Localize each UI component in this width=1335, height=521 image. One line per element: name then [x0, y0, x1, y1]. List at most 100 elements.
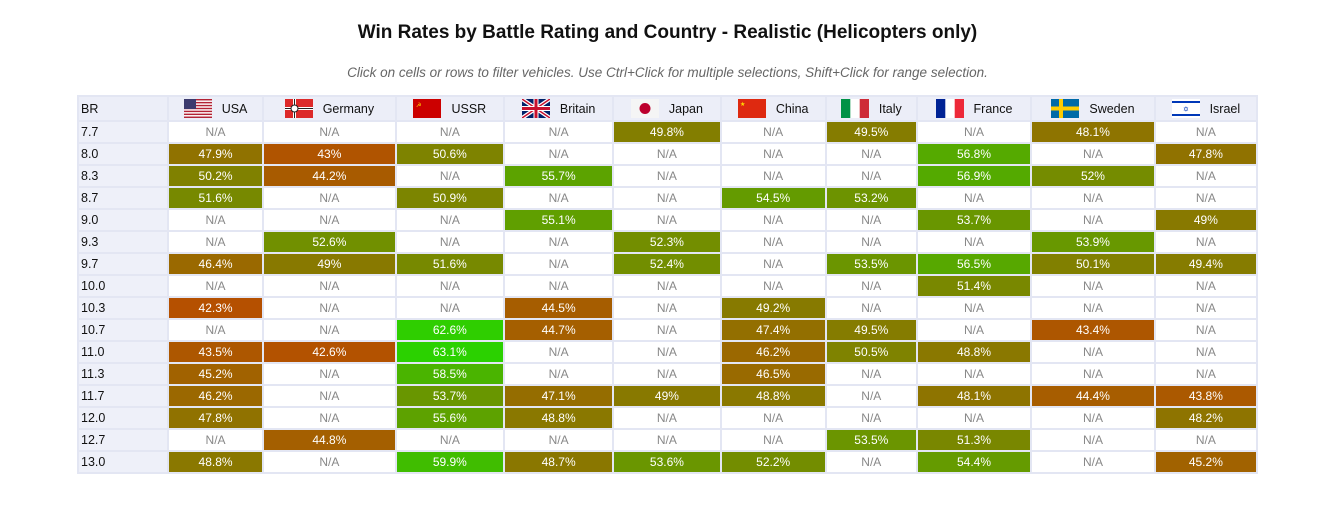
win-rate-cell[interactable]: 52.6%	[264, 232, 395, 252]
win-rate-cell[interactable]: 43.5%	[169, 342, 263, 362]
column-header-usa[interactable]: USA	[169, 97, 263, 120]
win-rate-cell[interactable]: 48.8%	[721, 386, 825, 406]
table-row[interactable]: 8.7 51.6% N/A 50.9% N/A N/A 54.5% 53.2% N/A N/A N/…	[79, 188, 1256, 208]
win-rate-cell[interactable]: 43.8%	[1155, 386, 1256, 406]
win-rate-cell[interactable]: N/A	[1155, 298, 1256, 318]
win-rate-cell[interactable]: 50.9%	[396, 188, 503, 208]
win-rate-cell[interactable]: N/A	[1032, 452, 1154, 472]
br-cell[interactable]: 9.7	[79, 254, 167, 274]
win-rate-cell[interactable]: 53.6%	[614, 452, 720, 472]
br-cell[interactable]: 12.0	[79, 408, 167, 428]
win-rate-cell[interactable]: 63.1%	[396, 342, 503, 362]
win-rate-cell[interactable]: 50.6%	[396, 144, 503, 164]
table-row[interactable]: 8.0 47.9% 43% 50.6% N/A N/A N/A N/A 56.8% N/A 47.8…	[79, 144, 1256, 164]
win-rate-cell[interactable]: N/A	[169, 210, 263, 230]
win-rate-cell[interactable]: N/A	[826, 166, 916, 186]
win-rate-cell[interactable]: N/A	[504, 144, 613, 164]
win-rate-cell[interactable]: N/A	[614, 298, 720, 318]
win-rate-cell[interactable]: N/A	[264, 188, 395, 208]
br-cell[interactable]: 10.3	[79, 298, 167, 318]
win-rate-cell[interactable]: 48.1%	[1032, 122, 1154, 142]
win-rate-cell[interactable]: N/A	[1032, 364, 1154, 384]
br-cell[interactable]: 11.3	[79, 364, 167, 384]
table-row[interactable]: 11.7 46.2% N/A 53.7% 47.1% 49% 48.8% N/A 48.1% 44…	[79, 386, 1256, 406]
win-rate-cell[interactable]: N/A	[826, 144, 916, 164]
win-rate-cell[interactable]: 62.6%	[396, 320, 503, 340]
win-rate-cell[interactable]: N/A	[1032, 276, 1154, 296]
win-rate-cell[interactable]: N/A	[396, 276, 503, 296]
win-rate-cell[interactable]: N/A	[264, 364, 395, 384]
win-rate-cell[interactable]: N/A	[614, 342, 720, 362]
win-rate-cell[interactable]: 52.3%	[614, 232, 720, 252]
win-rate-cell[interactable]: 55.1%	[504, 210, 613, 230]
win-rate-cell[interactable]: N/A	[1155, 232, 1256, 252]
column-header-china[interactable]: ★ China	[721, 97, 825, 120]
win-rate-cell[interactable]: N/A	[917, 188, 1031, 208]
win-rate-cell[interactable]: 47.8%	[1155, 144, 1256, 164]
win-rate-cell[interactable]: 53.5%	[826, 254, 916, 274]
win-rate-cell[interactable]: N/A	[826, 276, 916, 296]
win-rate-cell[interactable]: N/A	[614, 188, 720, 208]
win-rate-cell[interactable]: N/A	[721, 166, 825, 186]
win-rate-cell[interactable]: N/A	[917, 408, 1031, 428]
win-rate-cell[interactable]: N/A	[264, 298, 395, 318]
win-rate-cell[interactable]: 56.9%	[917, 166, 1031, 186]
win-rate-cell[interactable]: 50.5%	[826, 342, 916, 362]
win-rate-cell[interactable]: 52.4%	[614, 254, 720, 274]
win-rate-cell[interactable]: N/A	[721, 408, 825, 428]
win-rate-cell[interactable]: N/A	[1032, 188, 1154, 208]
table-row[interactable]: 8.3 50.2% 44.2% N/A 55.7% N/A N/A N/A 56.9% 52% N/…	[79, 166, 1256, 186]
win-rate-cell[interactable]: 44.8%	[264, 430, 395, 450]
win-rate-cell[interactable]: N/A	[396, 122, 503, 142]
win-rate-cell[interactable]: 43.4%	[1032, 320, 1154, 340]
win-rate-cell[interactable]: N/A	[917, 298, 1031, 318]
br-cell[interactable]: 8.3	[79, 166, 167, 186]
win-rate-cell[interactable]: N/A	[504, 188, 613, 208]
win-rate-cell[interactable]: 46.2%	[169, 386, 263, 406]
win-rate-cell[interactable]: N/A	[614, 210, 720, 230]
win-rate-cell[interactable]: N/A	[169, 276, 263, 296]
win-rate-cell[interactable]: N/A	[826, 386, 916, 406]
win-rate-cell[interactable]: N/A	[721, 210, 825, 230]
win-rate-cell[interactable]: 59.9%	[396, 452, 503, 472]
table-row[interactable]: 11.0 43.5% 42.6% 63.1% N/A N/A 46.2% 50.5% 48.8%…	[79, 342, 1256, 362]
win-rate-cell[interactable]: 44.4%	[1032, 386, 1154, 406]
win-rate-cell[interactable]: 53.5%	[826, 430, 916, 450]
column-header-italy[interactable]: Italy	[826, 97, 916, 120]
win-rate-cell[interactable]: N/A	[826, 364, 916, 384]
win-rate-cell[interactable]: 48.2%	[1155, 408, 1256, 428]
table-row[interactable]: 11.3 45.2% N/A 58.5% N/A N/A 46.5% N/A N/A N/A N/A	[79, 364, 1256, 384]
win-rate-cell[interactable]: N/A	[504, 364, 613, 384]
win-rate-cell[interactable]: 47.1%	[504, 386, 613, 406]
win-rate-cell[interactable]: 52.2%	[721, 452, 825, 472]
win-rate-cell[interactable]: N/A	[504, 342, 613, 362]
win-rate-cell[interactable]: 47.4%	[721, 320, 825, 340]
br-cell[interactable]: 9.3	[79, 232, 167, 252]
table-row[interactable]: 7.7 N/A N/A N/A N/A 49.8% N/A 49.5% N/A 48.1% N/A	[79, 122, 1256, 142]
win-rate-cell[interactable]: N/A	[264, 452, 395, 472]
win-rate-cell[interactable]: N/A	[396, 232, 503, 252]
win-rate-cell[interactable]: N/A	[826, 298, 916, 318]
win-rate-cell[interactable]: N/A	[721, 276, 825, 296]
br-cell[interactable]: 7.7	[79, 122, 167, 142]
win-rate-cell[interactable]: N/A	[504, 430, 613, 450]
win-rate-cell[interactable]: N/A	[1155, 342, 1256, 362]
win-rate-cell[interactable]: 46.5%	[721, 364, 825, 384]
win-rate-cell[interactable]: 46.4%	[169, 254, 263, 274]
br-cell[interactable]: 13.0	[79, 452, 167, 472]
win-rate-cell[interactable]: 47.9%	[169, 144, 263, 164]
win-rate-cell[interactable]: 47.8%	[169, 408, 263, 428]
win-rate-cell[interactable]: 45.2%	[1155, 452, 1256, 472]
br-cell[interactable]: 11.7	[79, 386, 167, 406]
win-rate-cell[interactable]: N/A	[826, 408, 916, 428]
win-rate-cell[interactable]: N/A	[1032, 298, 1154, 318]
win-rate-cell[interactable]: 49%	[1155, 210, 1256, 230]
win-rate-cell[interactable]: N/A	[169, 122, 263, 142]
table-row[interactable]: 10.0 N/A N/A N/A N/A N/A N/A N/A 51.4% N/A N/A	[79, 276, 1256, 296]
win-rate-cell[interactable]: N/A	[826, 232, 916, 252]
win-rate-cell[interactable]: 50.1%	[1032, 254, 1154, 274]
win-rate-cell[interactable]: N/A	[169, 320, 263, 340]
win-rate-cell[interactable]: 55.6%	[396, 408, 503, 428]
table-row[interactable]: 9.0 N/A N/A N/A 55.1% N/A N/A N/A 53.7% N/A 49%	[79, 210, 1256, 230]
win-rate-cell[interactable]: N/A	[504, 232, 613, 252]
